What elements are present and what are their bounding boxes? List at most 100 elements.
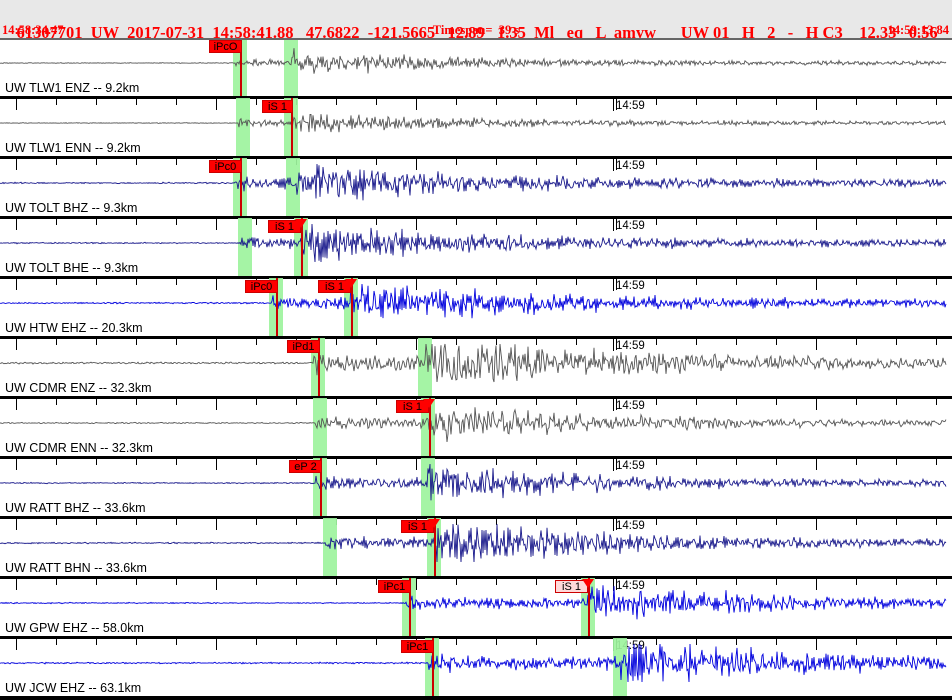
phase-pick-label[interactable]: iPc0 — [245, 280, 278, 293]
axis-tick — [176, 639, 177, 645]
trace-row[interactable]: UW GPW EHZ -- 58.0km — [0, 578, 952, 638]
phase-pick-label[interactable]: iS 1 — [262, 100, 293, 113]
axis-tick — [536, 219, 537, 225]
waveform-trace — [0, 283, 947, 319]
phase-highlight-band — [421, 398, 435, 458]
axis-tick — [896, 639, 897, 645]
axis-tick — [736, 399, 737, 405]
time-axis — [0, 639, 952, 651]
axis-tick — [16, 99, 17, 110]
axis-tick — [56, 339, 57, 345]
phase-pick-label[interactable]: eP 2 — [289, 460, 322, 473]
phase-pick-triangle-icon — [345, 279, 357, 288]
axis-tick — [256, 519, 257, 525]
axis-tick — [496, 519, 497, 525]
row-separator — [0, 96, 952, 99]
axis-tick — [416, 279, 417, 290]
axis-tick — [216, 519, 217, 530]
axis-tick — [256, 219, 257, 225]
phase-pick-label[interactable]: iPcO — [209, 40, 242, 53]
phase-pick-line[interactable] — [240, 38, 242, 98]
axis-tick — [56, 99, 57, 105]
axis-tick — [536, 639, 537, 645]
phase-pick-line[interactable] — [429, 398, 431, 458]
axis-tick — [816, 459, 817, 470]
phase-pick-line[interactable] — [240, 158, 242, 218]
time-axis — [0, 519, 952, 531]
axis-tick — [496, 579, 497, 585]
axis-tick — [96, 279, 97, 285]
axis-tick — [376, 399, 377, 405]
axis-tick — [456, 279, 457, 285]
trace-row[interactable]: UW JCW EHZ -- 63.1km — [0, 638, 952, 698]
trace-row[interactable]: UW HTW EHZ -- 20.3km — [0, 278, 952, 338]
axis-tick — [816, 579, 817, 590]
axis-tick — [96, 159, 97, 165]
axis-tick — [456, 159, 457, 165]
trace-row[interactable]: UW CDMR ENZ -- 32.3km — [0, 338, 952, 398]
phase-pick-label[interactable]: iPc0 — [209, 160, 242, 173]
waveform-trace — [0, 643, 947, 683]
axis-tick — [216, 579, 217, 590]
axis-tick — [616, 519, 617, 530]
axis-tick — [776, 459, 777, 465]
row-separator — [0, 396, 952, 399]
axis-tick — [856, 399, 857, 405]
axis-tick — [896, 399, 897, 405]
axis-tick — [736, 459, 737, 465]
axis-tick — [736, 339, 737, 345]
axis-tick — [96, 399, 97, 405]
phase-pick-label[interactable]: iPc1 — [401, 640, 434, 653]
axis-tick — [56, 399, 57, 405]
phase-pick-line[interactable] — [301, 218, 303, 278]
axis-tick — [176, 459, 177, 465]
axis-tick — [656, 99, 657, 105]
axis-tick — [456, 519, 457, 525]
phase-pick-line[interactable] — [588, 578, 590, 638]
axis-tick — [256, 159, 257, 165]
phase-pick-line[interactable] — [291, 98, 293, 158]
axis-tick — [256, 459, 257, 465]
axis-tick — [656, 579, 657, 585]
phase-pick-line[interactable] — [432, 638, 434, 698]
axis-tick — [96, 639, 97, 645]
axis-tick — [536, 279, 537, 285]
trace-panel[interactable]: UW TLW1 ENZ -- 9.2km 14:59 iPcO UW TLW1 ENN… — [0, 38, 952, 700]
axis-tick — [96, 579, 97, 585]
phase-pick-line[interactable] — [409, 578, 411, 638]
trace-row[interactable]: UW RATT BHN -- 33.6km — [0, 518, 952, 578]
axis-tick — [456, 399, 457, 405]
axis-tick — [376, 639, 377, 645]
axis-tick — [776, 279, 777, 285]
phase-pick-line[interactable] — [318, 338, 320, 398]
trace-row[interactable]: UW TLW1 ENN -- 9.2km — [0, 98, 952, 158]
phase-pick-line[interactable] — [434, 518, 436, 578]
trace-row[interactable]: UW TOLT BHZ -- 9.3km — [0, 158, 952, 218]
axis-tick — [16, 279, 17, 290]
phase-pick-label[interactable]: iPc1 — [378, 580, 411, 593]
axis-tick — [736, 99, 737, 105]
trace-row[interactable]: UW TLW1 ENZ -- 9.2km — [0, 38, 952, 98]
trace-row[interactable]: UW TOLT BHE -- 9.3km — [0, 218, 952, 278]
axis-tick — [536, 579, 537, 585]
panel-bottom-border — [0, 697, 952, 700]
axis-tick — [576, 219, 577, 225]
axis-tick — [496, 279, 497, 285]
phase-pick-line[interactable] — [320, 458, 322, 518]
trace-row[interactable]: UW CDMR ENN -- 32.3km — [0, 398, 952, 458]
axis-tick — [296, 279, 297, 285]
axis-tick — [656, 519, 657, 525]
axis-tick — [56, 459, 57, 465]
phase-pick-label[interactable]: iS 1 — [318, 280, 351, 293]
phase-pick-label[interactable]: iPd1 — [287, 340, 320, 353]
phase-pick-line[interactable] — [351, 278, 353, 338]
axis-tick — [16, 459, 17, 470]
phase-pick-line[interactable] — [276, 278, 278, 338]
waveform-trace — [0, 407, 947, 443]
axis-tick — [816, 399, 817, 410]
axis-tick — [696, 579, 697, 585]
trace-row[interactable]: UW RATT BHZ -- 33.6km — [0, 458, 952, 518]
axis-tick — [136, 579, 137, 585]
top-partial-trace-row — [0, 4, 952, 40]
